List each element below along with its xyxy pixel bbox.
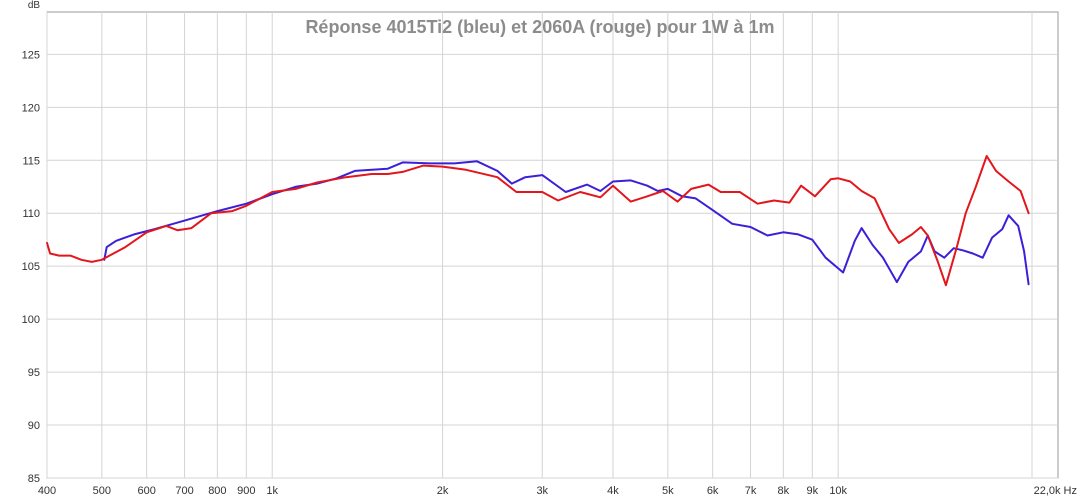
x-tick-label-6: 1k [266,485,278,497]
plot-area [46,11,1059,479]
x-tick-label-2: 600 [137,485,155,497]
series-lines [46,155,1030,287]
x-tick-label-10: 5k [662,485,674,497]
x-tick-label-15: 10k [829,485,847,497]
x-tick-labels: 400 500 600 700 800 900 1k 2k 3k 4k 5k 6k 7k 8k 9k 10k [38,485,848,497]
x-tick-label-4: 800 [208,485,226,497]
x-axis-unit-label: 22,0k Hz [1034,485,1077,497]
x-tick-label-9: 4k [607,485,619,497]
x-tick-label-7: 2k [437,485,449,497]
chart-title: Réponse 4015Ti2 (bleu) et 2060A (rouge) … [305,17,774,37]
y-axis-unit-label: dB [28,0,41,11]
horizontal-gridlines [47,53,1058,479]
x-tick-label-11: 6k [707,485,719,497]
vertical-gridlines [46,12,1033,478]
y-tick-labels: 85 90 95 100 105 110 115 120 125 [22,49,40,485]
y-tick-label-5: 110 [22,208,40,220]
y-tick-label-1: 90 [28,420,40,432]
x-tick-label-1: 500 [93,485,111,497]
y-tick-label-2: 95 [28,367,40,379]
x-tick-label-8: 3k [536,485,548,497]
y-tick-label-3: 100 [22,314,40,326]
y-tick-label-0: 85 [28,473,40,485]
x-tick-label-3: 700 [175,485,193,497]
x-tick-label-13: 8k [778,485,790,497]
y-tick-label-4: 105 [22,261,40,273]
x-tick-label-5: 900 [237,485,255,497]
x-tick-label-12: 7k [745,485,757,497]
series-line-1 [46,155,1030,287]
x-tick-label-0: 400 [38,485,56,497]
y-tick-label-6: 115 [22,155,40,167]
y-tick-label-8: 125 [22,49,40,61]
x-tick-label-14: 9k [806,485,818,497]
y-tick-label-7: 120 [22,102,40,114]
